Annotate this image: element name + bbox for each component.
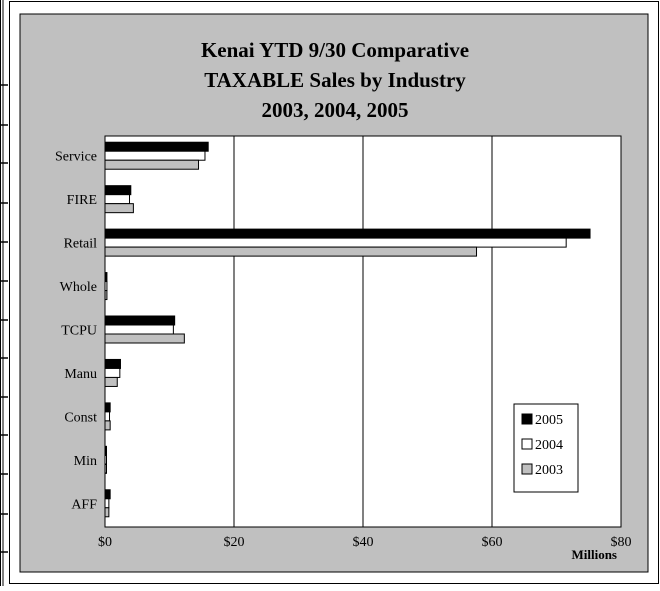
- bar-whole-2003: [104, 290, 108, 301]
- bar-chart: Kenai YTD 9/30 Comparative TAXABLE Sales…: [19, 13, 649, 573]
- bar-retail-2004: [104, 237, 567, 248]
- x-unit-label: Millions: [571, 547, 617, 562]
- bar-service-2005: [104, 141, 209, 152]
- bar-min-2003: [104, 463, 107, 474]
- chart-frame: Kenai YTD 9/30 Comparative TAXABLE Sales…: [9, 1, 659, 584]
- legend-swatch: [521, 463, 533, 475]
- bar-tcpu-2003: [104, 333, 185, 344]
- bar-service-2003: [104, 159, 200, 170]
- category-label: AFF: [71, 497, 97, 512]
- legend-label: 2003: [535, 463, 563, 478]
- category-label: Min: [74, 454, 97, 469]
- left-edge-decoration: [0, 0, 8, 586]
- category-label: Manu: [64, 367, 97, 382]
- bar-tcpu-2005: [104, 315, 176, 326]
- x-tick-label: $80: [611, 535, 632, 550]
- category-label: Whole: [60, 280, 97, 295]
- x-tick-labels: $0 $20 $40 $60 $80: [98, 535, 632, 550]
- bar-aff-2004: [104, 498, 110, 509]
- bar-min-2004: [104, 454, 107, 465]
- left-edge-strip: [0, 0, 9, 586]
- bar-const-2004: [104, 411, 111, 422]
- bar-manu-2003: [104, 376, 118, 387]
- bar-service-2004: [104, 150, 206, 161]
- category-labels: Service FIRE Retail Whole TCPU Manu Const Min AF…: [55, 150, 97, 513]
- bars: [104, 141, 591, 518]
- bar-manu-2005: [104, 358, 121, 369]
- chart-title-line-3: 2003, 2004, 2005: [262, 98, 409, 122]
- legend-swatch: [521, 413, 533, 425]
- legend: 2005 2004 2003: [513, 403, 579, 493]
- bar-fire-2005: [104, 185, 132, 196]
- chart-title-line-2: TAXABLE Sales by Industry: [204, 68, 466, 92]
- gridlines: [233, 136, 493, 527]
- bar-retail-2005: [104, 228, 591, 239]
- bar-const-2005: [104, 402, 111, 413]
- category-label: Service: [55, 150, 97, 165]
- x-tick-label: $0: [98, 535, 112, 550]
- bar-aff-2005: [104, 489, 111, 500]
- x-tick-label: $20: [224, 535, 245, 550]
- bar-fire-2003: [104, 203, 134, 214]
- legend-swatch: [521, 438, 533, 450]
- bar-tcpu-2004: [104, 324, 174, 335]
- bar-fire-2004: [104, 194, 131, 205]
- bar-const-2003: [104, 420, 111, 431]
- bar-whole-2005: [104, 272, 108, 283]
- x-tick-label: $60: [482, 535, 503, 550]
- bar-aff-2003: [104, 507, 110, 518]
- x-tick-label: $40: [353, 535, 374, 550]
- legend-label: 2005: [535, 413, 563, 428]
- chart-title-line-1: Kenai YTD 9/30 Comparative: [201, 38, 469, 62]
- category-label: Retail: [64, 237, 98, 252]
- category-label: TCPU: [61, 324, 97, 339]
- category-label: Const: [64, 410, 97, 425]
- legend-label: 2004: [535, 438, 563, 453]
- bar-retail-2003: [104, 246, 478, 257]
- category-label: FIRE: [67, 193, 97, 208]
- bar-min-2005: [104, 445, 107, 456]
- bar-whole-2004: [104, 281, 108, 292]
- bar-manu-2004: [104, 367, 121, 378]
